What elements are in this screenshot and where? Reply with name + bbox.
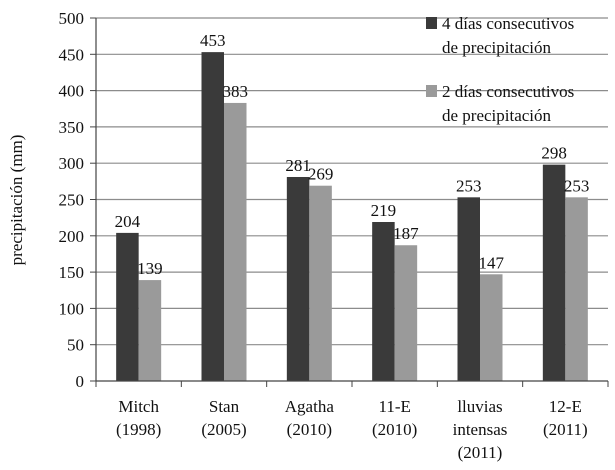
data-label: 281 xyxy=(285,156,311,175)
data-label: 204 xyxy=(115,212,141,231)
data-label: 453 xyxy=(200,31,226,50)
bar xyxy=(542,164,566,381)
y-tick-label: 0 xyxy=(76,372,85,391)
bar xyxy=(565,197,588,381)
legend-label: 2 días consecutivos xyxy=(442,82,574,101)
bar xyxy=(286,176,310,381)
legend-label: 4 días consecutivos xyxy=(442,14,574,33)
category-label: (1998) xyxy=(116,420,161,439)
data-label: 139 xyxy=(137,259,163,278)
y-tick-label: 500 xyxy=(59,9,85,28)
legend-label: de precipitación xyxy=(442,38,552,57)
bar xyxy=(138,280,162,381)
category-label: lluvias xyxy=(457,397,502,416)
y-tick-label: 250 xyxy=(59,191,85,210)
bar xyxy=(457,197,480,381)
legend-swatch xyxy=(426,85,437,97)
category-label: Agatha xyxy=(285,397,335,416)
category-label: (2011) xyxy=(543,420,588,439)
bar xyxy=(372,222,395,381)
gridlines xyxy=(96,17,608,346)
category-label: (2011) xyxy=(458,443,503,462)
bar xyxy=(480,274,503,381)
data-label: 187 xyxy=(393,224,419,243)
data-label: 147 xyxy=(479,253,505,272)
y-tick-label: 50 xyxy=(67,336,84,355)
data-label: 383 xyxy=(223,82,249,101)
y-tick-label: 450 xyxy=(59,45,85,64)
category-label: (2010) xyxy=(287,420,332,439)
bar xyxy=(116,232,139,381)
category-label: 12-E xyxy=(549,397,582,416)
y-tick-label: 300 xyxy=(59,154,85,173)
data-label: 269 xyxy=(308,165,334,184)
category-label: (2010) xyxy=(372,420,417,439)
bar xyxy=(309,185,332,381)
category-label: (2005) xyxy=(201,420,246,439)
bars xyxy=(116,52,588,381)
y-tick-label: 200 xyxy=(59,227,85,246)
category-label: 11-E xyxy=(378,397,410,416)
bar xyxy=(224,102,247,381)
y-tick-label: 350 xyxy=(59,118,85,137)
category-label: intensas xyxy=(453,420,508,439)
bar xyxy=(394,245,418,381)
data-label: 219 xyxy=(371,201,397,220)
data-label: 253 xyxy=(456,176,482,195)
legend-label: de precipitación xyxy=(442,106,552,125)
y-tick-label: 150 xyxy=(59,263,85,282)
y-axis-label: precipitación (mm) xyxy=(7,135,26,266)
axes: 0 50 100 150 200 250 300 350 400 450 500 xyxy=(59,9,609,391)
category-label: Mitch xyxy=(118,397,159,416)
legend-swatch xyxy=(426,17,437,29)
labels: 204 453 281 219 253 298 139 383 269 187 147 253 Mitc… xyxy=(115,31,590,462)
category-label: Stan xyxy=(209,397,240,416)
legend: 4 días consecutivos de precipitación 2 día… xyxy=(426,14,574,125)
data-label: 253 xyxy=(564,176,590,195)
data-label: 298 xyxy=(541,144,567,163)
bar xyxy=(201,52,224,381)
y-tick-label: 400 xyxy=(59,82,85,101)
y-tick-label: 100 xyxy=(59,299,85,318)
